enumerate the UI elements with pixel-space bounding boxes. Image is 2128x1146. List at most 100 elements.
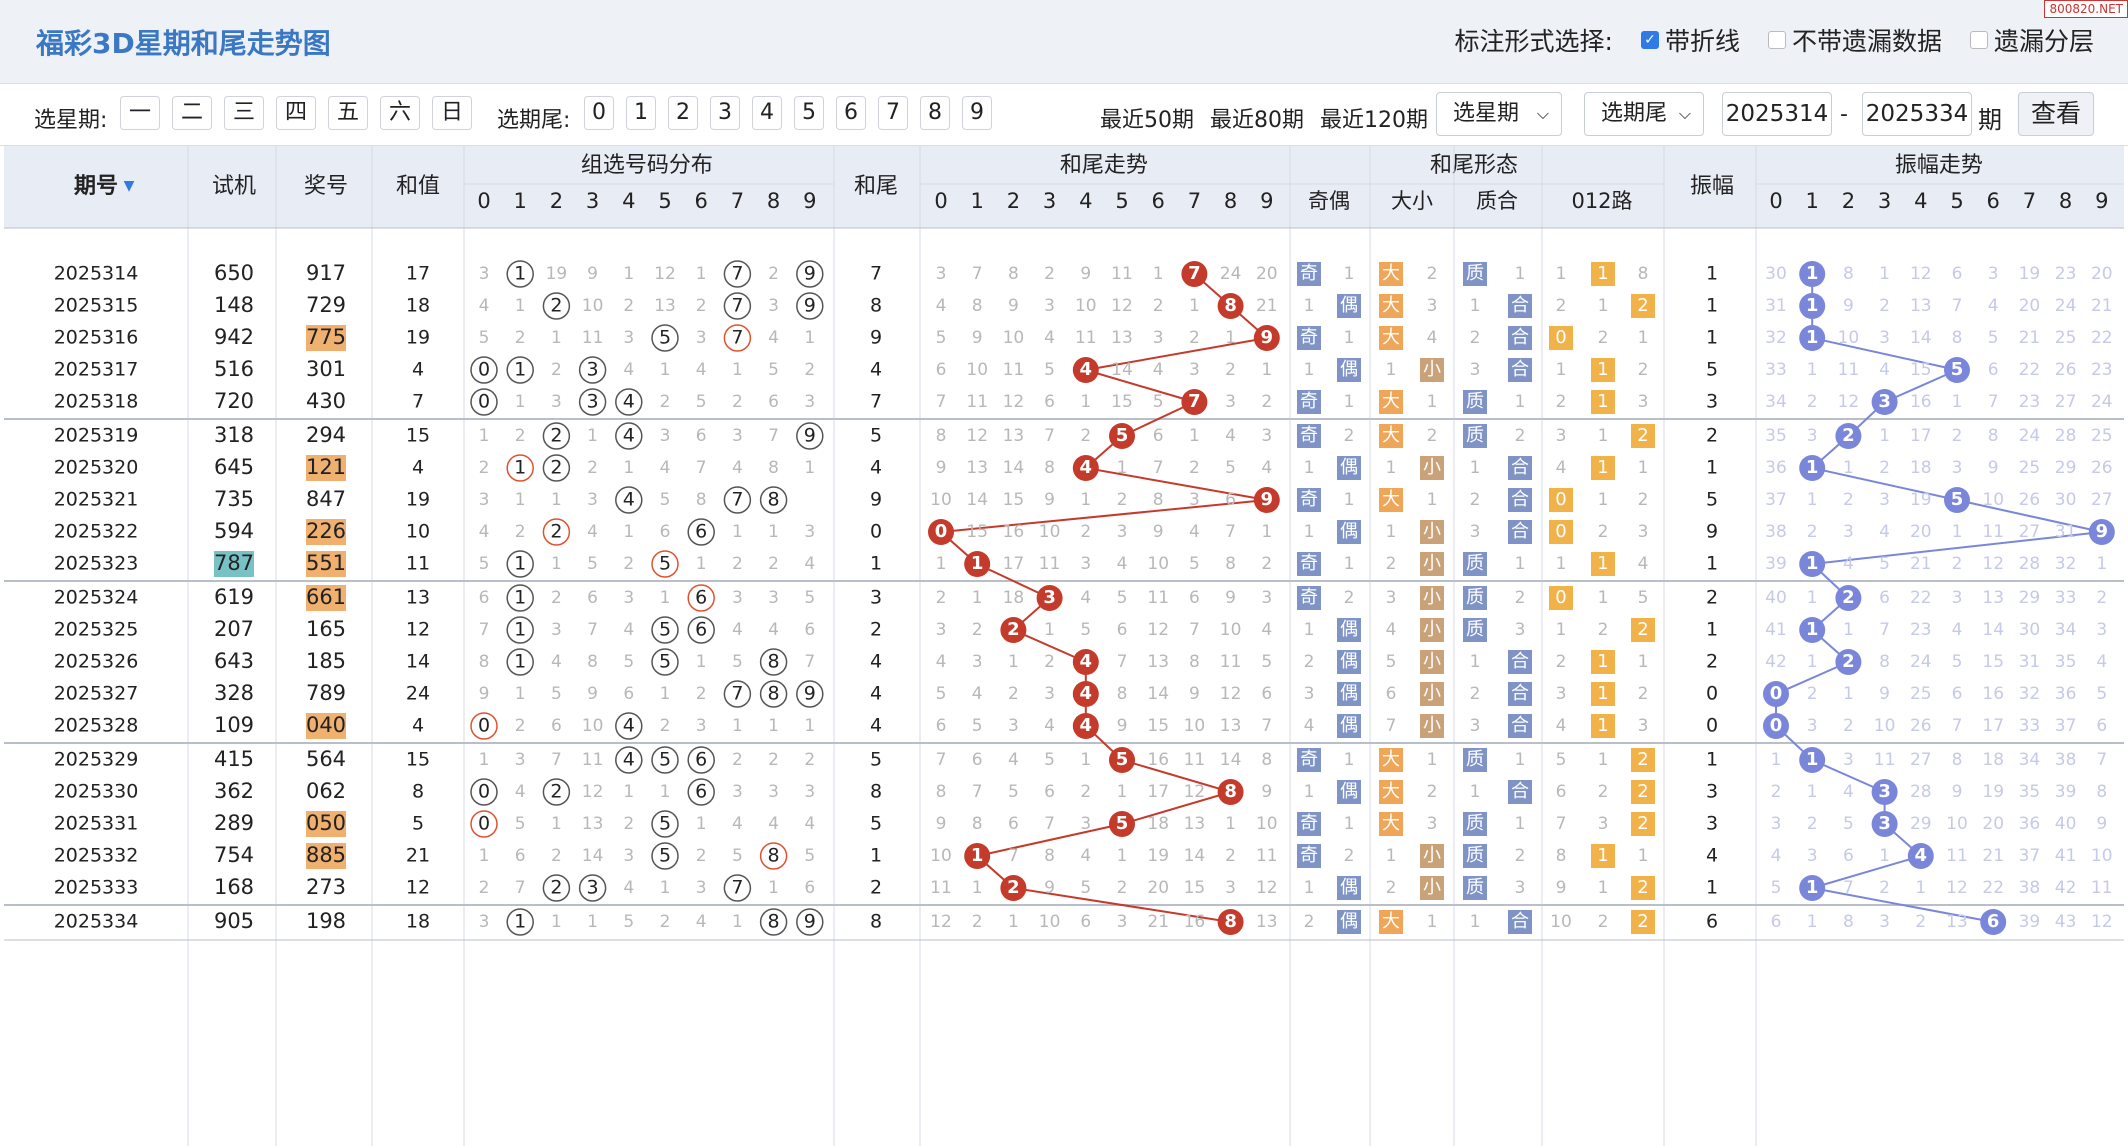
from-issue-input[interactable]: 2025314 [1722,92,1832,136]
odd-miss: 2 [1304,652,1315,672]
group-digit: 8 [768,911,780,933]
checkbox-icon[interactable] [1969,31,1988,49]
amp-miss: 4 [1771,846,1782,866]
prime-miss: 1 [1470,652,1481,672]
prime-label: 质 [1466,813,1484,834]
group-digit: 3 [587,359,599,381]
composite-label: 合 [1511,715,1529,736]
tail-trend-miss: 11 [1039,554,1061,574]
checkbox-icon[interactable]: ✓ [1640,31,1659,49]
group-miss: 6 [804,620,815,640]
odd-tag [1297,390,1321,414]
group-circle [651,550,679,578]
group-miss: 19 [546,264,568,284]
tail-ball [1253,487,1280,513]
amp-miss: 11 [1874,750,1896,770]
amp-cell: 6 [1706,911,1718,933]
tail-select[interactable]: 选期尾 ⌵ [1584,92,1704,136]
issue-cell: 2025316 [54,327,139,349]
trial-cell: 207 [214,617,254,641]
tail-button[interactable]: 8 [920,96,950,130]
group-miss: 1 [768,522,779,542]
header-digit: 9 [803,189,816,213]
route-miss: 1 [1556,554,1567,574]
tail-trend-miss: 7 [1261,716,1272,736]
tail-button[interactable]: 0 [584,96,614,130]
tail-trend-miss: 5 [936,328,947,348]
prime-miss: 1 [1470,912,1481,932]
group-miss: 8 [587,652,598,672]
group-miss: 4 [623,360,634,380]
group-miss: 4 [732,620,743,640]
tail-button[interactable]: 9 [962,96,992,130]
tail-button[interactable]: 3 [710,96,740,130]
odd-miss: 1 [1304,360,1315,380]
big-miss: 1 [1386,458,1397,478]
composite-label: 合 [1511,683,1529,704]
group-miss: 1 [551,554,562,574]
even-tag [1337,358,1361,382]
group-circle [615,746,643,774]
amp-miss: 3 [1807,846,1818,866]
route-miss: 8 [1638,264,1649,284]
tail-trend-miss: 5 [1261,652,1272,672]
amp-miss: 18 [1910,458,1932,478]
sum-cell: 15 [406,425,430,447]
even-tag [1337,682,1361,706]
amp-miss: 39 [2019,912,2041,932]
tail-trend-miss: 1 [1117,782,1128,802]
tail-button[interactable]: 6 [836,96,866,130]
to-issue-input[interactable]: 2025334 [1862,92,1972,136]
even-tag [1337,714,1361,738]
group-digit: 4 [623,489,635,511]
option-with-lines[interactable]: ✓ 带折线 [1640,22,1740,58]
route-miss: 1 [1638,458,1649,478]
weekday-button[interactable]: 四 [276,96,316,130]
tail-button[interactable]: 7 [878,96,908,130]
even-label: 偶 [1340,911,1358,932]
header-digit: 3 [1043,189,1056,213]
amp-miss: 11 [1982,522,2004,542]
tail-trend-miss: 7 [1008,846,1019,866]
group-miss: 2 [515,328,526,348]
week-select[interactable]: 选星期 ⌵ [1436,92,1562,136]
recent-50-link[interactable]: 最近50期 [1100,108,1194,133]
option-layered[interactable]: 遗漏分层 [1969,22,2094,58]
option-no-missing[interactable]: 不带遗漏数据 [1767,22,1942,58]
weekday-button[interactable]: 二 [172,96,212,130]
amp-ball [1944,487,1970,513]
group-miss: 1 [804,458,815,478]
query-button[interactable]: 查看 [2018,92,2094,136]
weekday-button[interactable]: 三 [224,96,264,130]
amp-cell: 2 [1706,651,1718,673]
sum-cell: 14 [406,651,430,673]
group-miss: 5 [479,328,490,348]
tail-trend-miss: 7 [1044,814,1055,834]
tail-button[interactable]: 1 [626,96,656,130]
checkbox-icon[interactable] [1767,31,1786,49]
tail-button[interactable]: 5 [794,96,824,130]
sum-cell: 8 [412,781,424,803]
prize-highlight [306,455,346,481]
recent-80-link[interactable]: 最近80期 [1210,108,1304,133]
tail-button[interactable]: 4 [752,96,782,130]
tail-button[interactable]: 2 [668,96,698,130]
header-tail-trend: 和尾走势 [1060,153,1148,178]
recent-120-link[interactable]: 最近120期 [1320,108,1428,133]
group-miss: 3 [623,588,634,608]
tail-trend-miss: 7 [936,750,947,770]
tail-trend-line [938,273,1270,923]
weekday-button[interactable]: 一 [120,96,160,130]
weekday-button[interactable]: 日 [432,96,472,130]
weekday-button[interactable]: 五 [328,96,368,130]
even-miss: 1 [1344,750,1355,770]
page-title: 福彩3D星期和尾走势图 [36,27,331,60]
group-digit: 6 [695,749,707,771]
group-miss: 7 [804,652,815,672]
prime-tag [1463,844,1487,868]
weekday-button[interactable]: 六 [380,96,420,130]
tail-trend-miss: 10 [1039,912,1061,932]
group-circle [723,680,752,708]
route-label: 1 [1597,263,1608,284]
tail-trend-miss: 7 [972,264,983,284]
